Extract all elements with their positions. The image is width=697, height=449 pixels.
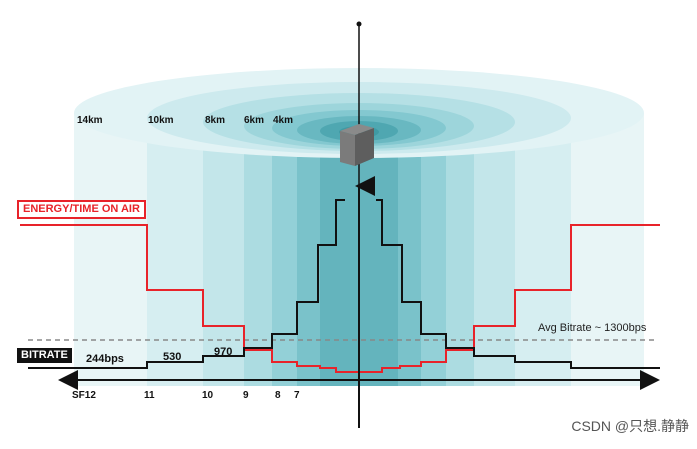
sf-label-7: 7 <box>294 390 300 401</box>
bitrate-value-sf11: 530 <box>163 351 181 363</box>
sf-label-11: 11 <box>144 390 155 401</box>
watermark: CSDN @只想.静静 <box>571 418 689 434</box>
sf-label-8: 8 <box>275 390 281 401</box>
sf-label-9: 9 <box>243 390 249 401</box>
bitrate-value-sf10: 970 <box>214 346 232 358</box>
energy-legend-label: ENERGY/TIME ON AIR <box>17 200 146 219</box>
bitrate-curve-right <box>376 199 660 369</box>
bitrate-value-sf12: 244bps <box>86 353 124 365</box>
distance-label-6km: 6km <box>244 115 264 126</box>
sf-label-10: 10 <box>202 390 214 401</box>
distance-label-8km: 8km <box>205 115 225 126</box>
distance-label-4km: 4km <box>273 115 293 126</box>
distance-label-10km: 10km <box>148 115 174 126</box>
gateway-tower-icon <box>340 124 374 166</box>
bitrate-curve-left <box>28 199 345 369</box>
antenna-tip <box>356 21 362 27</box>
sf-label-12: SF12 <box>72 390 96 401</box>
avg-bitrate-label: Avg Bitrate ~ 1300bps <box>538 322 647 334</box>
bitrate-legend-label: BITRATE <box>17 348 72 363</box>
distance-label-14km: 14km <box>77 115 103 126</box>
